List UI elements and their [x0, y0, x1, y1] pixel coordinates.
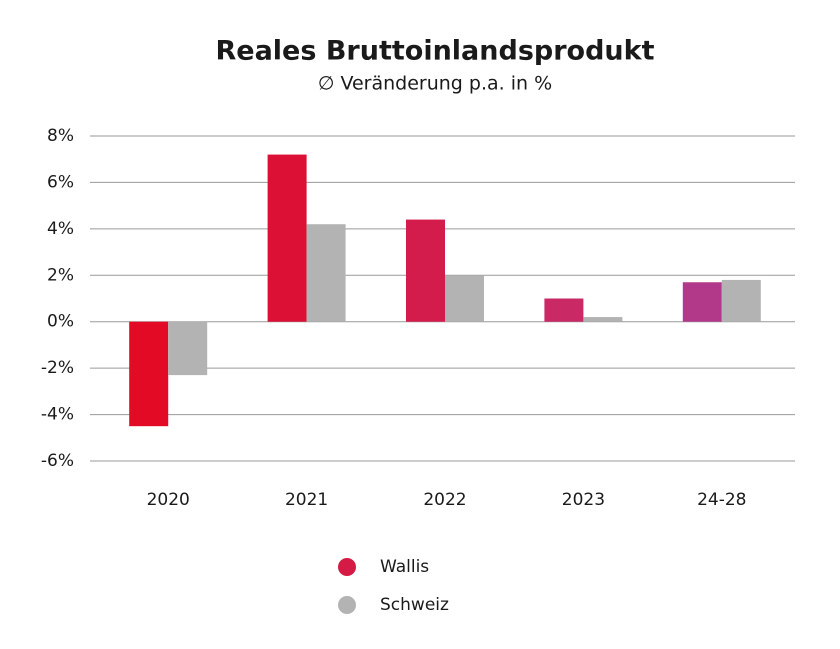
y-tick-label: -6% — [41, 451, 74, 471]
legend-marker — [338, 558, 356, 576]
bar — [682, 282, 722, 322]
x-tick-label: 2020 — [147, 490, 190, 510]
bar — [721, 279, 761, 322]
y-tick-label: 8% — [47, 126, 74, 146]
bar — [129, 321, 169, 427]
x-tick-label: 2023 — [562, 490, 605, 510]
x-tick-label: 2022 — [423, 490, 466, 510]
y-tick-label: 2% — [47, 265, 74, 285]
bar — [583, 317, 623, 322]
chart-title: Reales Bruttoinlandsprodukt — [215, 36, 654, 67]
legend-marker — [338, 596, 356, 614]
x-tick-label: 2021 — [285, 490, 328, 510]
x-tick-label: 24-28 — [697, 490, 746, 510]
bar — [544, 298, 584, 322]
chart-subtitle: ∅ Veränderung p.a. in % — [318, 73, 552, 95]
y-tick-label: -4% — [41, 405, 74, 425]
bar — [406, 219, 445, 322]
y-tick-label: 6% — [47, 172, 74, 192]
legend-label: Wallis — [380, 557, 429, 577]
bar — [306, 224, 346, 322]
y-tick-label: 0% — [47, 312, 74, 332]
bar — [168, 321, 208, 376]
y-tick-label: 4% — [47, 219, 74, 239]
y-tick-label: -2% — [41, 358, 74, 378]
legend-label: Schweiz — [380, 595, 449, 615]
bar — [267, 154, 307, 322]
bar — [445, 275, 484, 322]
